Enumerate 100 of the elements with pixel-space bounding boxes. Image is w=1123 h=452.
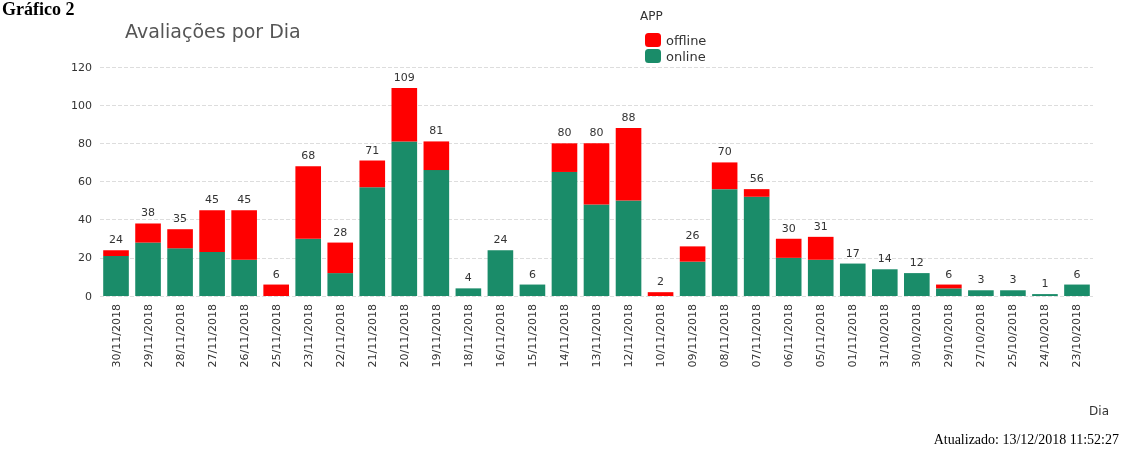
total-label: 81 bbox=[429, 124, 444, 138]
total-label: 12 bbox=[909, 256, 924, 270]
x-tick-label: 01/11/2018 bbox=[846, 304, 860, 368]
legend-label: offline bbox=[666, 32, 707, 48]
bar bbox=[711, 162, 738, 190]
total-label: 24 bbox=[493, 233, 508, 247]
bar bbox=[743, 196, 770, 296]
bar bbox=[263, 284, 289, 296]
x-tick-label: 14/11/2018 bbox=[557, 304, 571, 368]
bar bbox=[167, 229, 193, 249]
x-tick-label: 22/11/2018 bbox=[333, 304, 347, 368]
total-label: 68 bbox=[301, 149, 316, 163]
bar bbox=[295, 166, 322, 239]
total-label: 38 bbox=[141, 206, 156, 220]
total-label: 80 bbox=[589, 126, 604, 140]
total-label: 14 bbox=[877, 252, 892, 266]
x-tick-label: 24/10/2018 bbox=[1038, 304, 1052, 368]
bar bbox=[359, 160, 386, 188]
y-tick-label: 60 bbox=[78, 175, 92, 188]
bar bbox=[871, 269, 898, 296]
x-tick-label: 27/10/2018 bbox=[974, 304, 988, 368]
bar bbox=[615, 128, 642, 201]
total-label: 80 bbox=[557, 126, 572, 140]
total-label: 30 bbox=[781, 221, 796, 235]
bar bbox=[807, 236, 834, 260]
x-tick-label: 31/10/2018 bbox=[878, 304, 892, 368]
x-tick-label: 10/11/2018 bbox=[654, 304, 668, 368]
total-label: 3 bbox=[977, 273, 985, 287]
bar bbox=[936, 288, 962, 296]
x-tick-label: 18/11/2018 bbox=[461, 304, 475, 368]
x-tick-label: 25/10/2018 bbox=[1006, 304, 1020, 368]
total-label: 109 bbox=[393, 70, 415, 84]
x-tick-label: 23/11/2018 bbox=[301, 304, 315, 368]
y-tick-label: 80 bbox=[78, 136, 92, 150]
bar bbox=[327, 242, 354, 274]
bar bbox=[839, 263, 866, 296]
y-tick-label: 120 bbox=[71, 60, 92, 74]
bar bbox=[1064, 284, 1090, 296]
x-tick-label: 13/11/2018 bbox=[590, 304, 603, 368]
x-tick-label: 26/11/2018 bbox=[237, 304, 251, 368]
bar bbox=[551, 171, 578, 296]
bar bbox=[199, 210, 225, 253]
text: Gráfico 2 bbox=[2, 0, 75, 19]
x-tick-label: 23/10/2018 bbox=[1070, 304, 1084, 368]
x-tick-label: 28/11/2018 bbox=[173, 304, 187, 368]
bar bbox=[775, 238, 802, 258]
bar bbox=[455, 288, 482, 296]
bar bbox=[519, 284, 546, 296]
bar bbox=[231, 210, 257, 260]
bar bbox=[615, 200, 642, 296]
x-tick-label: 15/11/2018 bbox=[525, 304, 539, 368]
x-tick-label: 27/11/2018 bbox=[205, 304, 219, 368]
x-tick-label: 21/11/2018 bbox=[365, 304, 379, 368]
bar bbox=[679, 261, 706, 296]
y-tick-label: 20 bbox=[78, 251, 92, 265]
bar bbox=[103, 250, 129, 256]
bar bbox=[359, 187, 386, 296]
total-label: 35 bbox=[173, 212, 188, 226]
x-tick-label: 30/11/2018 bbox=[109, 304, 123, 368]
total-label: 6 bbox=[272, 267, 280, 281]
total-label: 17 bbox=[845, 246, 860, 260]
y-tick-label: 100 bbox=[71, 98, 92, 112]
legend-label: online bbox=[666, 48, 706, 64]
legend-title: APP bbox=[640, 9, 663, 23]
total-label: 26 bbox=[685, 229, 700, 243]
chart-title: Avaliações por Dia bbox=[125, 19, 301, 42]
bar bbox=[135, 242, 161, 296]
total-label: 6 bbox=[945, 267, 953, 281]
total-label: 56 bbox=[749, 172, 764, 186]
total-label: 6 bbox=[528, 267, 536, 281]
bar bbox=[391, 87, 418, 142]
bar bbox=[583, 204, 610, 296]
x-tick-label: 07/11/2018 bbox=[750, 304, 764, 368]
total-label: 88 bbox=[621, 111, 636, 125]
total-label: 71 bbox=[365, 143, 380, 157]
bar bbox=[103, 255, 129, 296]
bar bbox=[391, 141, 418, 296]
text: Atualizado: 13/12/2018 11:52:27 bbox=[933, 431, 1120, 447]
x-tick-label: 25/11/2018 bbox=[269, 304, 283, 368]
bar bbox=[647, 292, 674, 296]
bar bbox=[295, 238, 322, 296]
bar bbox=[423, 170, 450, 296]
y-tick-label: 0 bbox=[85, 289, 92, 303]
x-tick-label: 06/11/2018 bbox=[782, 304, 796, 368]
bar bbox=[904, 273, 930, 296]
x-tick-label: 29/10/2018 bbox=[942, 304, 956, 368]
bar bbox=[487, 250, 514, 296]
x-tick-label: 29/11/2018 bbox=[141, 304, 155, 368]
x-tick-label: 16/11/2018 bbox=[493, 304, 507, 368]
bar bbox=[807, 259, 834, 296]
bar bbox=[775, 257, 802, 296]
y-tick-label: 40 bbox=[78, 213, 92, 227]
bar bbox=[135, 223, 161, 243]
x-tick-label: 09/11/2018 bbox=[686, 304, 700, 368]
bar bbox=[583, 143, 610, 205]
bar bbox=[679, 246, 706, 262]
total-label: 1 bbox=[1041, 277, 1049, 291]
bar bbox=[711, 189, 738, 296]
x-tick-label: 19/11/2018 bbox=[429, 304, 443, 368]
x-tick-label: 05/11/2018 bbox=[814, 304, 828, 368]
